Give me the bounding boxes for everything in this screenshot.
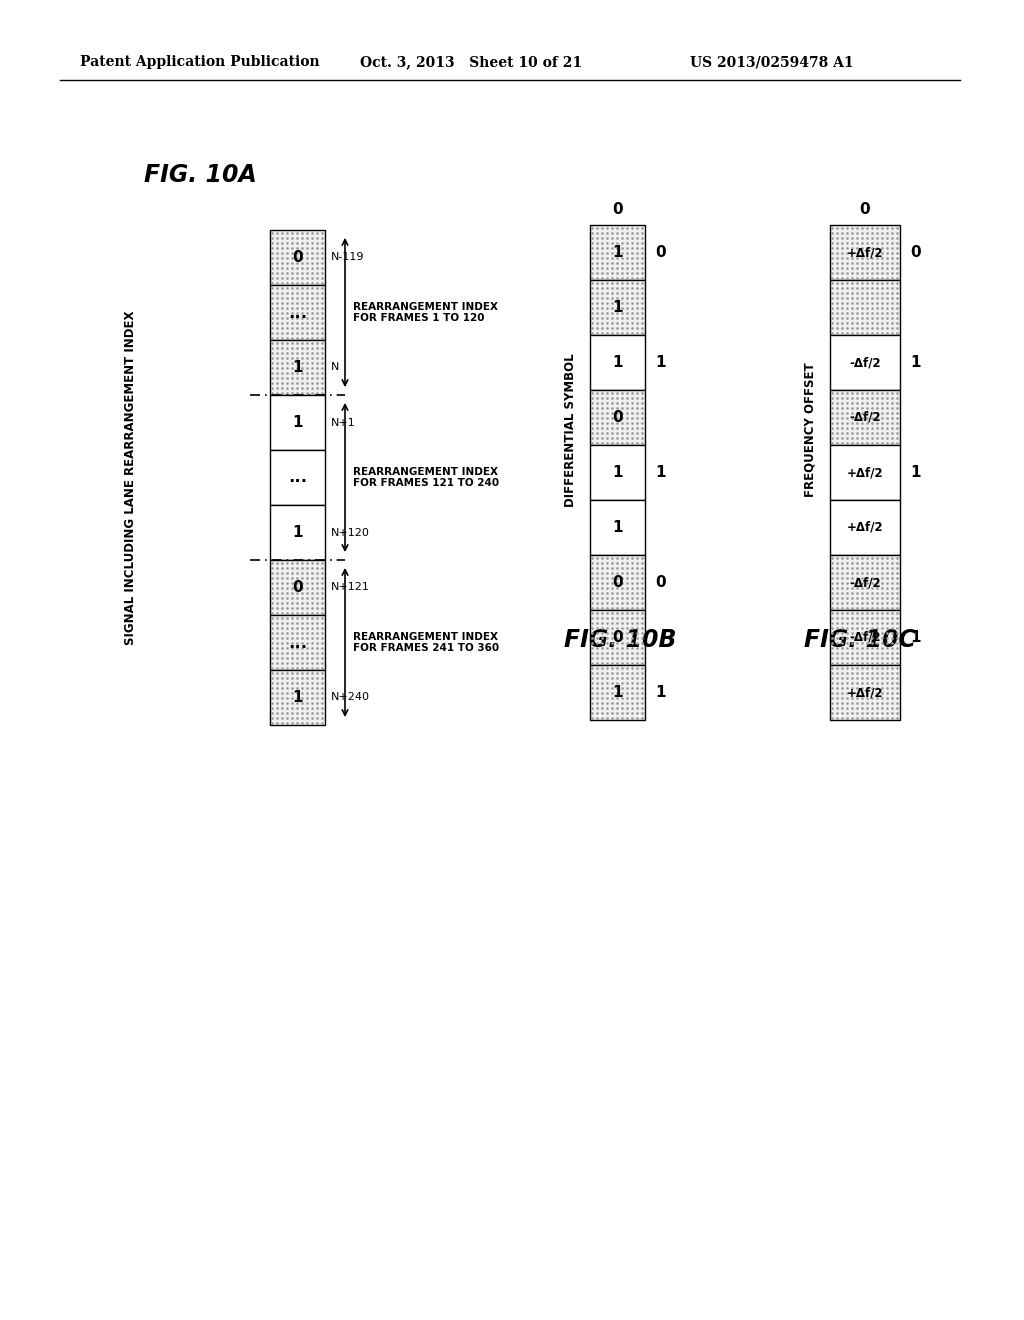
- Text: +Δf/2: +Δf/2: [847, 521, 884, 535]
- Bar: [270, 450, 325, 506]
- Text: 1: 1: [655, 465, 666, 480]
- Bar: [830, 500, 900, 554]
- Text: 0: 0: [860, 202, 870, 218]
- Text: REARRANGEMENT INDEX
FOR FRAMES 241 TO 360: REARRANGEMENT INDEX FOR FRAMES 241 TO 36…: [353, 632, 499, 653]
- Text: US 2013/0259478 A1: US 2013/0259478 A1: [690, 55, 854, 69]
- Text: 1: 1: [655, 355, 666, 370]
- Text: +Δf/2: +Δf/2: [847, 686, 884, 700]
- Bar: [270, 341, 325, 395]
- Text: 0: 0: [612, 202, 623, 218]
- Text: -Δf/2: -Δf/2: [849, 411, 881, 424]
- Text: SIGNAL INCLUDING LANE REARRANGEMENT INDEX: SIGNAL INCLUDING LANE REARRANGEMENT INDE…: [124, 310, 136, 644]
- Text: ...: ...: [288, 304, 307, 322]
- Bar: [830, 224, 900, 280]
- Text: 1: 1: [910, 630, 921, 645]
- Text: 0: 0: [612, 630, 623, 645]
- Bar: [270, 560, 325, 615]
- Text: 0: 0: [655, 246, 666, 260]
- Text: FREQUENCY OFFSET: FREQUENCY OFFSET: [804, 363, 816, 498]
- Text: 0: 0: [655, 576, 666, 590]
- Bar: [270, 230, 325, 285]
- Text: 1: 1: [612, 355, 623, 370]
- Text: 1: 1: [292, 525, 303, 540]
- Text: FIG. 10A: FIG. 10A: [143, 162, 256, 187]
- Text: N+1: N+1: [331, 417, 355, 428]
- Bar: [590, 224, 645, 280]
- Text: 0: 0: [612, 576, 623, 590]
- Bar: [590, 665, 645, 719]
- Text: FIG. 10C: FIG. 10C: [804, 628, 915, 652]
- Text: +Δf/2: +Δf/2: [847, 466, 884, 479]
- Text: 1: 1: [655, 685, 666, 700]
- Bar: [830, 280, 900, 335]
- Text: 0: 0: [292, 579, 303, 595]
- Text: 1: 1: [292, 690, 303, 705]
- Bar: [270, 285, 325, 341]
- Text: Oct. 3, 2013   Sheet 10 of 21: Oct. 3, 2013 Sheet 10 of 21: [360, 55, 582, 69]
- Text: N+121: N+121: [331, 582, 370, 593]
- Text: +Δf/2: +Δf/2: [847, 246, 884, 259]
- Bar: [590, 280, 645, 335]
- Text: ...: ...: [288, 469, 307, 487]
- Text: REARRANGEMENT INDEX
FOR FRAMES 121 TO 240: REARRANGEMENT INDEX FOR FRAMES 121 TO 24…: [353, 467, 499, 488]
- Bar: [270, 671, 325, 725]
- Bar: [270, 615, 325, 671]
- Text: 1: 1: [612, 520, 623, 535]
- Text: REARRANGEMENT INDEX
FOR FRAMES 1 TO 120: REARRANGEMENT INDEX FOR FRAMES 1 TO 120: [353, 302, 498, 323]
- Bar: [270, 395, 325, 450]
- Text: 1: 1: [910, 465, 921, 480]
- Bar: [590, 500, 645, 554]
- Text: 0: 0: [292, 249, 303, 265]
- Text: -Δf/2: -Δf/2: [849, 576, 881, 589]
- Bar: [590, 610, 645, 665]
- Text: DIFFERENTIAL SYMBOL: DIFFERENTIAL SYMBOL: [563, 354, 577, 507]
- Bar: [270, 506, 325, 560]
- Text: 1: 1: [910, 355, 921, 370]
- Text: N+120: N+120: [331, 528, 370, 537]
- Bar: [830, 335, 900, 389]
- Text: N-119: N-119: [331, 252, 365, 263]
- Text: 0: 0: [910, 246, 921, 260]
- Text: 1: 1: [292, 360, 303, 375]
- Text: -Δf/2: -Δf/2: [849, 631, 881, 644]
- Text: N+240: N+240: [331, 693, 370, 702]
- Bar: [830, 554, 900, 610]
- Text: FIG. 10B: FIG. 10B: [564, 628, 676, 652]
- Bar: [590, 335, 645, 389]
- Text: 1: 1: [292, 414, 303, 430]
- Bar: [590, 554, 645, 610]
- Bar: [590, 389, 645, 445]
- Bar: [590, 445, 645, 500]
- Text: 1: 1: [612, 465, 623, 480]
- Text: Patent Application Publication: Patent Application Publication: [80, 55, 319, 69]
- Text: N: N: [331, 363, 339, 372]
- Bar: [830, 389, 900, 445]
- Text: 1: 1: [612, 246, 623, 260]
- Text: 1: 1: [612, 300, 623, 315]
- Text: 0: 0: [612, 411, 623, 425]
- Bar: [830, 610, 900, 665]
- Text: -Δf/2: -Δf/2: [849, 356, 881, 370]
- Bar: [830, 665, 900, 719]
- Text: ...: ...: [288, 634, 307, 652]
- Text: 1: 1: [612, 685, 623, 700]
- Bar: [830, 445, 900, 500]
